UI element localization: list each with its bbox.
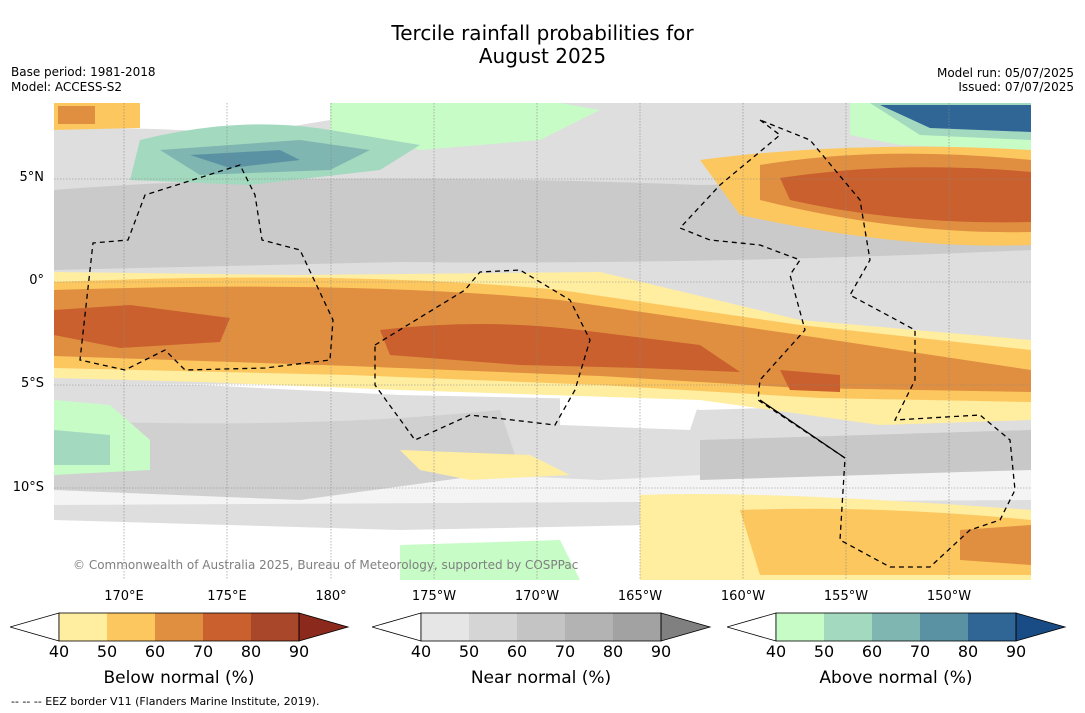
- colorbar-below-swatch-5: [251, 613, 299, 641]
- colorbar-near-tick: 90: [650, 642, 672, 661]
- colorbar-below-tick: 90: [288, 642, 310, 661]
- colorbar-above-swatch-6: [1016, 613, 1065, 641]
- colorbar-near-swatch-5: [613, 613, 661, 641]
- lat-label-10s: 10°S: [12, 480, 44, 495]
- colorbar-near-label: Near normal (%): [470, 668, 612, 688]
- colorbar-below-tick: 60: [144, 642, 166, 661]
- colorbar-above-label: Above normal (%): [819, 668, 973, 688]
- lon-label-170e: 170°E: [104, 589, 144, 604]
- colorbar-below-tick: 50: [96, 642, 118, 661]
- colorbar-near-swatch-3: [517, 613, 565, 641]
- colorbar-near-tick: 40: [410, 642, 432, 661]
- model-run: Model run: 05/07/2025: [936, 66, 1074, 80]
- colorbar-near-tick: 70: [554, 642, 576, 661]
- colorbar-near-swatch-6: [661, 613, 710, 641]
- model-name: Model: ACCESS-S2: [11, 80, 123, 94]
- colorbar-below-tick: 70: [192, 642, 214, 661]
- colorbar-below-swatch-3: [155, 613, 203, 641]
- colorbar-above-tick: 40: [765, 642, 787, 661]
- colorbar-near-swatch-2: [469, 613, 517, 641]
- colorbar-near-swatch-4: [565, 613, 613, 641]
- map-title-line2: August 2025: [478, 44, 607, 68]
- lon-label-180: 180°: [315, 589, 347, 604]
- lon-label-165w: 165°W: [617, 589, 663, 604]
- colorbar-near-tick: 80: [602, 642, 624, 661]
- colorbar-below-swatch-6: [299, 613, 348, 641]
- map-panel: [54, 103, 1031, 580]
- lon-label-170w: 170°W: [514, 589, 560, 604]
- colorbar-above-swatch-1: [776, 613, 824, 641]
- eez-legend-footer: -- -- -- EEZ border V11 (Flanders Marine…: [11, 695, 320, 708]
- lat-label-0: 0°: [29, 273, 44, 288]
- colorbar-below-swatch-2: [107, 613, 155, 641]
- colorbar-near-swatch-1: [421, 613, 469, 641]
- lon-label-160w: 160°W: [720, 589, 766, 604]
- issued-date: Issued: 07/07/2025: [958, 80, 1074, 94]
- eez-borders: [79, 119, 1016, 568]
- colorbar-below-tick: 80: [240, 642, 262, 661]
- colorbar-near-normal: [372, 612, 712, 642]
- lon-label-175e: 175°E: [207, 589, 247, 604]
- copyright-notice: © Commonwealth of Australia 2025, Bureau…: [73, 558, 579, 572]
- colorbar-above-swatch-2: [824, 613, 872, 641]
- colorbar-above-tick: 90: [1005, 642, 1027, 661]
- colorbar-near-tick: 60: [506, 642, 528, 661]
- lat-label-5n: 5°N: [19, 170, 45, 185]
- colorbar-above-normal: [727, 612, 1067, 642]
- colorbar-below-swatch-4: [203, 613, 251, 641]
- colorbar-above-tick: 50: [813, 642, 835, 661]
- colorbar-above-swatch-5: [968, 613, 1016, 641]
- colorbar-below-label: Below normal (%): [103, 668, 255, 688]
- lon-label-155w: 155°W: [823, 589, 869, 604]
- colorbar-above-swatch-3: [872, 613, 920, 641]
- colorbar-above-tick: 80: [957, 642, 979, 661]
- lon-label-175w: 175°W: [411, 589, 457, 604]
- colorbar-below-swatch-1: [59, 613, 107, 641]
- colorbar-above-tick: 60: [861, 642, 883, 661]
- lon-label-150w: 150°W: [926, 589, 972, 604]
- colorbar-above-swatch-4: [920, 613, 968, 641]
- colorbar-above-tick: 70: [909, 642, 931, 661]
- lat-label-5s: 5°S: [20, 376, 44, 391]
- colorbar-below-tick: 40: [48, 642, 70, 661]
- colorbar-near-tick: 50: [458, 642, 480, 661]
- map-title-line1: Tercile rainfall probabilities for: [391, 21, 694, 45]
- base-period: Base period: 1981-2018: [11, 65, 156, 79]
- colorbar-below-normal: [10, 612, 350, 642]
